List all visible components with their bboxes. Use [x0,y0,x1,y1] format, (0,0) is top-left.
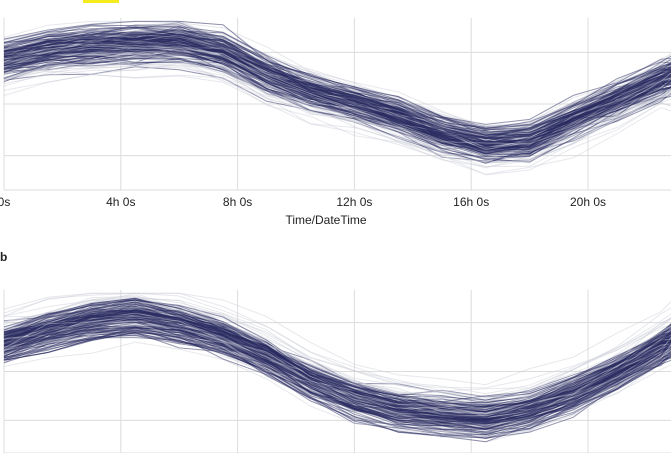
series-line-light [3,296,671,410]
series-lines [3,20,671,176]
series-line-light [3,296,671,404]
series-line [3,46,671,163]
series-line [3,53,671,146]
series-line-light [3,292,671,398]
series-line-light [3,298,671,403]
chart-bottom [3,290,671,453]
series-line [3,45,671,155]
x-axis-title: Time/DateTime [285,213,366,227]
series-line-light [3,65,671,159]
x-tick-label: 12h 0s [336,195,372,209]
series-line-light [3,59,671,163]
series-line-light [3,20,671,134]
series-line-light [3,316,671,434]
x-tick-label: 16h 0s [453,195,489,209]
series-line-light [3,74,671,167]
x-tick-label: 20h 0s [570,195,606,209]
series-line [3,301,671,418]
series-line-light [3,62,671,154]
series-line [3,302,671,419]
panel-b-label: b [0,250,8,264]
series-line-light [3,292,671,386]
yellow-highlight-mark [83,0,119,3]
series-line-light [3,292,671,395]
series-line [3,333,671,440]
chart-top: 0s 4h 0s 8h 0s 12h 0s 16h 0s 20h 0s Time/DateT… [0,18,671,227]
series-line [3,316,671,409]
series-line [3,20,671,130]
series-line [3,329,671,423]
x-tick-label: 8h 0s [223,195,252,209]
series-line [4,44,671,152]
series-line [3,48,671,148]
series-line-light [3,322,671,438]
series-line [3,66,671,164]
series-line [3,33,671,152]
series-line-light [3,341,671,438]
series-line-light [3,58,671,160]
series-line-light [3,59,671,168]
series-line [3,327,671,431]
series-line [3,331,671,436]
series-line-light [3,45,671,145]
series-lines [3,292,671,443]
series-line-light [3,64,671,176]
x-tick-label: 0s [0,195,10,209]
series-line [3,26,671,137]
x-tick-label: 4h 0s [106,195,135,209]
series-line [3,33,671,142]
series-line [3,27,671,129]
series-line [3,314,671,433]
series-line [3,316,671,420]
series-line-light [3,63,671,156]
series-line [3,33,671,138]
series-line [3,311,671,404]
series-line [3,307,671,425]
series-line [3,297,671,412]
series-line-light [3,73,671,175]
series-line-light [3,306,671,400]
series-line [3,45,671,147]
